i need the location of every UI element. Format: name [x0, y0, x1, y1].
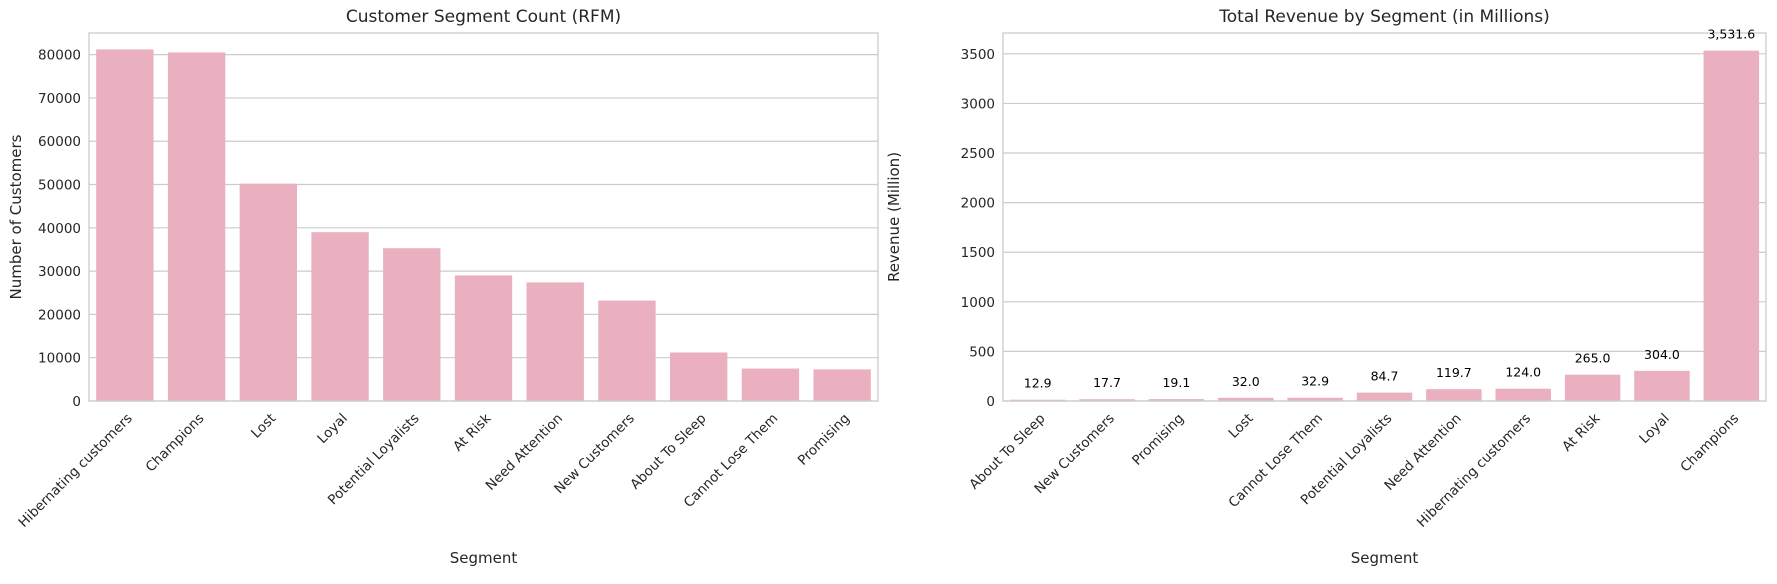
x-axis-label: Segment: [1351, 549, 1419, 567]
data-label: 32.0: [1232, 374, 1260, 389]
y-tick-label: 20000: [38, 307, 81, 323]
y-tick-label: 2500: [961, 146, 995, 162]
bar: [526, 282, 584, 401]
y-tick-label: 30000: [38, 264, 81, 280]
y-tick-label: 2000: [961, 196, 995, 212]
bar: [1703, 50, 1760, 401]
bar: [1287, 397, 1343, 401]
y-tick-label: 70000: [38, 91, 81, 107]
bar: [1079, 399, 1135, 401]
chart-title: Customer Segment Count (RFM): [346, 7, 621, 27]
x-tick-label: Champions: [1677, 411, 1742, 476]
data-label: 12.9: [1024, 376, 1052, 391]
data-label: 3,531.6: [1707, 27, 1755, 42]
bar: [454, 275, 513, 401]
chart-title: Total Revenue by Segment (in Millions): [1218, 7, 1549, 27]
bar: [1495, 388, 1551, 401]
bar: [1634, 370, 1690, 401]
data-label: 119.7: [1436, 365, 1472, 380]
y-axis-label: Number of Customers: [7, 134, 25, 299]
data-label: 304.0: [1644, 347, 1680, 362]
y-axis-label: Revenue (Million): [885, 152, 903, 282]
x-tick-label: Champions: [143, 411, 208, 476]
x-tick-label: Loyal: [314, 411, 350, 447]
x-axis-label: Segment: [450, 549, 518, 567]
y-tick-label: 0: [986, 394, 995, 410]
bar: [96, 49, 154, 402]
y-tick-label: 80000: [38, 48, 81, 64]
bar: [1356, 392, 1413, 401]
x-tick-label: Promising: [1129, 411, 1187, 469]
bar: [1426, 389, 1482, 401]
bar: [1148, 399, 1205, 401]
y-tick-label: 3500: [961, 47, 995, 63]
bar: [383, 248, 441, 401]
y-tick-label: 50000: [38, 178, 81, 194]
y-tick-label: 3000: [961, 96, 995, 112]
y-tick-label: 1000: [961, 295, 995, 311]
bar: [813, 369, 871, 401]
y-tick-label: 40000: [38, 221, 81, 237]
bar: [1218, 397, 1274, 401]
bar: [239, 183, 298, 401]
data-label: 84.7: [1371, 369, 1399, 384]
data-label: 17.7: [1093, 375, 1121, 390]
bar: [669, 352, 728, 401]
x-tick-label: At Risk: [1559, 410, 1603, 454]
x-tick-label: Lost: [248, 411, 279, 442]
bar: [741, 368, 800, 401]
data-label: 19.1: [1162, 375, 1190, 390]
x-tick-label: Hibernating customers: [15, 411, 135, 531]
chart-1: 0 10000 20000 30000 40000 50000 60000 70000 8000…: [7, 7, 879, 567]
y-tick-label: 60000: [38, 134, 81, 150]
y-tick-label: 10000: [38, 351, 81, 367]
plot-frame: [1002, 32, 1767, 402]
x-tick-label: At Risk: [450, 410, 494, 454]
data-label: 32.9: [1301, 374, 1329, 389]
y-tick-label: 0: [72, 394, 81, 410]
x-tick-label: About To Sleep: [627, 411, 709, 493]
bar: [311, 232, 369, 401]
data-label: 124.0: [1505, 365, 1541, 380]
data-label: 265.0: [1575, 351, 1611, 366]
bar: [1564, 374, 1621, 401]
x-tick-label: Hibernating customers: [1414, 411, 1534, 531]
x-tick-label: Loyal: [1636, 411, 1672, 447]
x-tick-label: Promising: [795, 411, 853, 469]
plot-frame: [88, 32, 879, 402]
x-tick-label: Need Attention: [483, 411, 566, 494]
x-tick-label: Lost: [1226, 411, 1257, 442]
y-tick-label: 1500: [961, 245, 995, 261]
bar: [167, 52, 226, 401]
y-tick-label: 500: [969, 344, 995, 360]
bar: [598, 300, 656, 401]
